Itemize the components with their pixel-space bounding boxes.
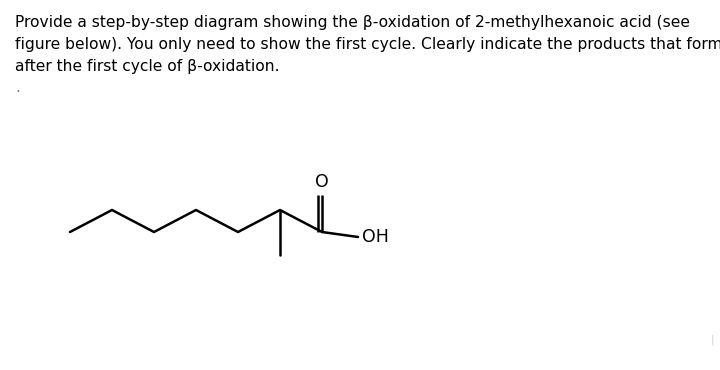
Text: OH: OH: [362, 228, 389, 246]
Text: Provide a step-by-step diagram showing the β-oxidation of 2-methylhexanoic acid : Provide a step-by-step diagram showing t…: [15, 15, 690, 30]
Text: ·: ·: [15, 84, 20, 100]
Text: after the first cycle of β-oxidation.: after the first cycle of β-oxidation.: [15, 59, 279, 74]
Text: figure below). You only need to show the first cycle. Clearly indicate the produ: figure below). You only need to show the…: [15, 37, 720, 52]
Text: O: O: [315, 173, 329, 191]
Text: |: |: [710, 335, 714, 345]
